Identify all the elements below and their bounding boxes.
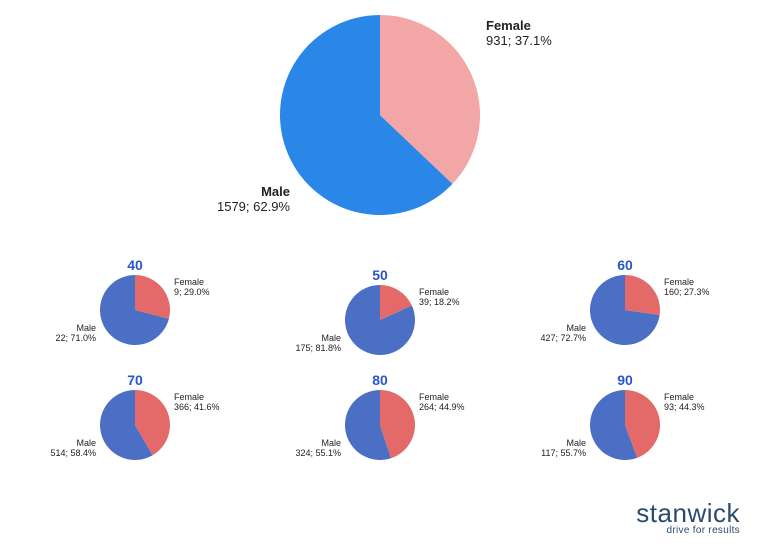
pie-80: [345, 390, 415, 460]
pie-40-male-label: Male22; 71.0%: [55, 323, 96, 344]
pie-90-female-label: Female93; 44.3%: [664, 392, 705, 413]
pie-title-90: 90: [605, 372, 645, 388]
pie-40: [100, 275, 170, 345]
pie-40-female-label: Female9; 29.0%: [174, 277, 210, 298]
pie-50: [345, 285, 415, 355]
pie-50-male-label: Male175; 81.8%: [295, 333, 341, 354]
pie-90-male-label: Male117; 55.7%: [541, 438, 586, 459]
pie-50-female-label: Female39; 18.2%: [419, 287, 460, 308]
pie-90: [590, 390, 660, 460]
pie-60-male-label: Male427; 72.7%: [540, 323, 586, 344]
overall-female-label: Female931; 37.1%: [486, 19, 552, 49]
stanwick-logo: stanwick drive for results: [636, 498, 740, 536]
pie-title-50: 50: [360, 267, 400, 283]
pie-title-40: 40: [115, 257, 155, 273]
overall-male-label: Male1579; 62.9%: [217, 185, 290, 215]
pie-title-80: 80: [360, 372, 400, 388]
overall-pie: [280, 15, 480, 215]
pie-70: [100, 390, 170, 460]
pie-60: [590, 275, 660, 345]
female-slice: [625, 275, 660, 315]
pie-60-female-label: Female160; 27.3%: [664, 277, 710, 298]
pie-title-70: 70: [115, 372, 155, 388]
pie-title-60: 60: [605, 257, 645, 273]
pie-70-female-label: Female366; 41.6%: [174, 392, 220, 413]
pie-80-female-label: Female264; 44.9%: [419, 392, 465, 413]
pie-80-male-label: Male324; 55.1%: [295, 438, 341, 459]
pie-70-male-label: Male514; 58.4%: [50, 438, 96, 459]
